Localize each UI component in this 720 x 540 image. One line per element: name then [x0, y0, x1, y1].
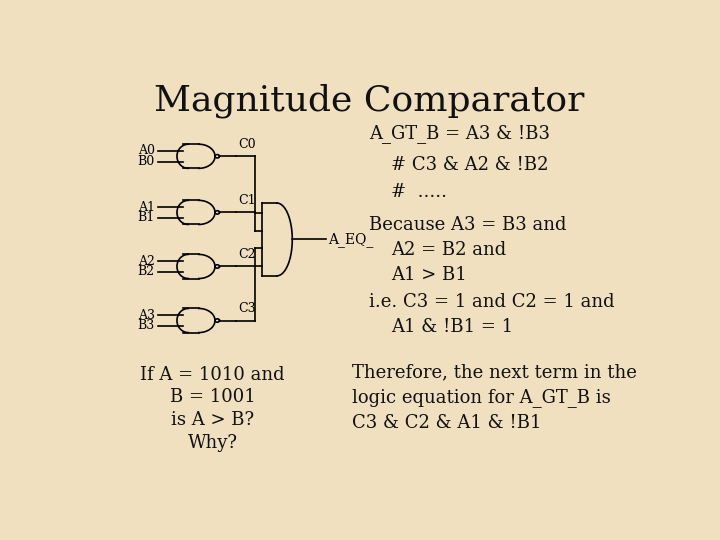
Text: A1 & !B1 = 1: A1 & !B1 = 1 — [392, 318, 513, 336]
Text: is A > B?: is A > B? — [171, 411, 254, 429]
Text: B0: B0 — [138, 155, 155, 168]
Text: Because A3 = B3 and: Because A3 = B3 and — [369, 216, 567, 234]
Text: A3: A3 — [138, 309, 155, 322]
Text: A0: A0 — [138, 145, 155, 158]
Text: Therefore, the next term in the
logic equation for A_GT_B is
C3 & C2 & A1 & !B1: Therefore, the next term in the logic eq… — [352, 363, 637, 432]
Text: A_EQ_: A_EQ_ — [328, 232, 374, 247]
Text: C0: C0 — [238, 138, 256, 151]
Text: B3: B3 — [138, 319, 155, 332]
Text: B = 1001: B = 1001 — [170, 388, 256, 407]
Text: A_GT_B = A3 & !B3: A_GT_B = A3 & !B3 — [369, 124, 550, 143]
Text: If A = 1010 and: If A = 1010 and — [140, 366, 285, 383]
Text: A2: A2 — [138, 255, 155, 268]
Text: #  .....: # ..... — [392, 183, 447, 201]
Text: B2: B2 — [138, 265, 155, 278]
Text: Why?: Why? — [188, 434, 238, 452]
Text: Magnitude Comparator: Magnitude Comparator — [154, 84, 584, 118]
Text: C3: C3 — [238, 302, 256, 315]
Text: C1: C1 — [238, 194, 256, 207]
Text: # C3 & A2 & !B2: # C3 & A2 & !B2 — [392, 156, 549, 173]
Text: A2 = B2 and: A2 = B2 and — [392, 241, 507, 259]
Text: B1: B1 — [138, 211, 155, 224]
Text: A1: A1 — [138, 200, 155, 214]
Text: i.e. C3 = 1 and C2 = 1 and: i.e. C3 = 1 and C2 = 1 and — [369, 293, 615, 311]
Text: A1 > B1: A1 > B1 — [392, 266, 467, 284]
Text: C2: C2 — [238, 248, 256, 261]
